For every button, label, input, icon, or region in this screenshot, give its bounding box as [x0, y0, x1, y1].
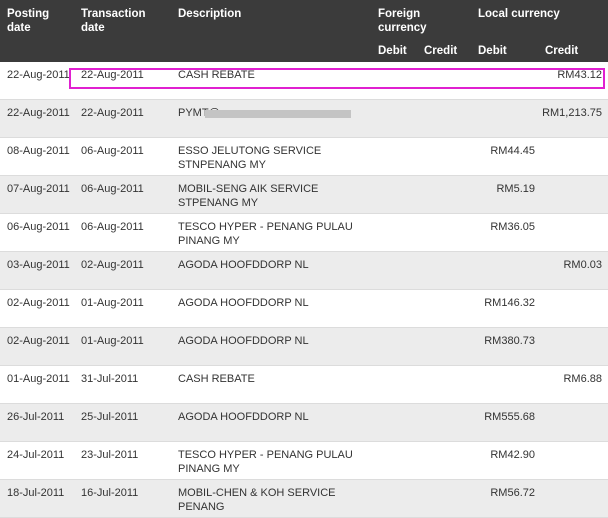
posting-date-cell: 22-Aug-2011: [7, 107, 70, 119]
description-cell: MOBIL-CHEN & KOH SERVICE PENANG: [178, 487, 336, 513]
transaction-date-cell: 06-Aug-2011: [81, 183, 144, 195]
local-debit-cell: RM555.68: [484, 411, 535, 423]
table-row: 07-Aug-2011 06-Aug-2011 MOBIL-SENG AIK SER…: [0, 176, 608, 214]
local-credit-cell: RM0.03: [563, 259, 602, 271]
posting-date-cell: 08-Aug-2011: [7, 145, 70, 157]
local-credit-cell: RM1,213.75: [542, 107, 602, 119]
table-row: 06-Aug-2011 06-Aug-2011 TESCO HYPER - PENA…: [0, 214, 608, 252]
table-row: 02-Aug-2011 01-Aug-2011 AGODA HOOFDDORP NL…: [0, 290, 608, 328]
description-cell: AGODA HOOFDDORP NL: [178, 297, 309, 309]
transaction-date-cell: 01-Aug-2011: [81, 297, 144, 309]
description-cell: CASH REBATE: [178, 373, 255, 385]
table-row: 22-Aug-2011 22-Aug-2011 PYMT@ RM1,213.75: [0, 100, 608, 138]
posting-date-cell: 07-Aug-2011: [7, 183, 70, 195]
local-debit-cell: RM44.45: [490, 145, 535, 157]
transaction-date-cell: 22-Aug-2011: [81, 69, 144, 81]
header-local-credit: Credit: [545, 45, 579, 57]
local-debit-cell: RM36.05: [490, 221, 535, 233]
header-foreign-currency: Foreign currency: [378, 8, 427, 34]
description-cell: CASH REBATE: [178, 69, 255, 81]
header-description: Description: [178, 8, 242, 20]
description-cell: TESCO HYPER - PENANG PULAU PINANG MY: [178, 221, 353, 247]
local-debit-cell: RM42.90: [490, 449, 535, 461]
transaction-date-cell: 16-Jul-2011: [81, 487, 139, 499]
header-foreign-debit: Debit: [378, 45, 407, 57]
local-credit-cell: RM6.88: [563, 373, 602, 385]
table-row: 08-Aug-2011 06-Aug-2011 ESSO JELUTONG SERV…: [0, 138, 608, 176]
table-row: 22-Aug-2011 22-Aug-2011 CASH REBATE RM43.12: [0, 62, 608, 100]
transaction-date-cell: 22-Aug-2011: [81, 107, 144, 119]
description-cell: MOBIL-SENG AIK SERVICE STPENANG MY: [178, 183, 319, 209]
table-header: Posting date Transaction date Descriptio…: [0, 0, 608, 62]
posting-date-cell: 22-Aug-2011: [7, 69, 70, 81]
table-row: 24-Jul-2011 23-Jul-2011 TESCO HYPER - PENA…: [0, 442, 608, 480]
description-cell: AGODA HOOFDDORP NL: [178, 259, 309, 271]
description-cell: AGODA HOOFDDORP NL: [178, 411, 309, 423]
description-cell: TESCO HYPER - PENANG PULAU PINANG MY: [178, 449, 353, 475]
header-transaction-date: Transaction date: [81, 8, 146, 34]
transaction-date-cell: 31-Jul-2011: [81, 373, 139, 385]
transaction-date-cell: 01-Aug-2011: [81, 335, 144, 347]
description-cell: AGODA HOOFDDORP NL: [178, 335, 309, 347]
posting-date-cell: 26-Jul-2011: [7, 411, 65, 423]
header-local-debit: Debit: [478, 45, 507, 57]
header-local-currency: Local currency: [478, 8, 560, 20]
table-row: 18-Jul-2011 16-Jul-2011 MOBIL-CHEN & KOH S…: [0, 480, 608, 518]
header-posting-date: Posting date: [7, 8, 50, 34]
transaction-date-cell: 02-Aug-2011: [81, 259, 144, 271]
table-row: 01-Aug-2011 31-Jul-2011 CASH REBATE RM6.88: [0, 366, 608, 404]
local-debit-cell: RM380.73: [484, 335, 535, 347]
redaction-bar: [205, 110, 351, 118]
header-foreign-credit: Credit: [424, 45, 458, 57]
table-row: 03-Aug-2011 02-Aug-2011 AGODA HOOFDDORP NL…: [0, 252, 608, 290]
local-debit-cell: RM146.32: [484, 297, 535, 309]
transaction-date-cell: 23-Jul-2011: [81, 449, 139, 461]
transaction-date-cell: 06-Aug-2011: [81, 221, 144, 233]
local-debit-cell: RM5.19: [496, 183, 535, 195]
transactions-table-body: 22-Aug-2011 22-Aug-2011 CASH REBATE RM43.12…: [0, 62, 608, 518]
local-debit-cell: RM56.72: [490, 487, 535, 499]
local-credit-cell: RM43.12: [557, 69, 602, 81]
table-row: 26-Jul-2011 25-Jul-2011 AGODA HOOFDDORP NL…: [0, 404, 608, 442]
transaction-date-cell: 25-Jul-2011: [81, 411, 139, 423]
posting-date-cell: 18-Jul-2011: [7, 487, 65, 499]
posting-date-cell: 02-Aug-2011: [7, 297, 70, 309]
transaction-date-cell: 06-Aug-2011: [81, 145, 144, 157]
posting-date-cell: 02-Aug-2011: [7, 335, 70, 347]
posting-date-cell: 01-Aug-2011: [7, 373, 70, 385]
description-cell: ESSO JELUTONG SERVICE STNPENANG MY: [178, 145, 322, 171]
table-row: 02-Aug-2011 01-Aug-2011 AGODA HOOFDDORP NL…: [0, 328, 608, 366]
posting-date-cell: 06-Aug-2011: [7, 221, 70, 233]
posting-date-cell: 24-Jul-2011: [7, 449, 65, 461]
posting-date-cell: 03-Aug-2011: [7, 259, 70, 271]
